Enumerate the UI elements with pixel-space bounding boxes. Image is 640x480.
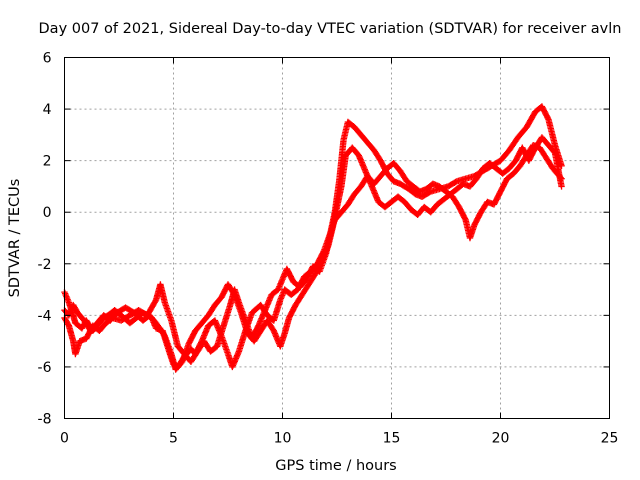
x-tick-label: 0	[60, 431, 69, 447]
series-sdtvar	[61, 103, 565, 373]
x-tick-label: 5	[169, 431, 178, 447]
y-tick-label: -6	[38, 360, 52, 376]
y-axis-label: SDTVAR / TECUs	[7, 179, 23, 298]
data-point	[558, 175, 565, 182]
y-tick-label: -8	[38, 412, 52, 428]
y-tick-labels: -8 -6 -4 -2 0 2 4 6	[38, 51, 52, 428]
data-point	[461, 215, 469, 222]
chart-title: Day 007 of 2021, Sidereal Day-to-day VTE…	[39, 21, 622, 37]
y-tick-label: 0	[43, 205, 52, 221]
x-tick-label: 10	[274, 431, 292, 447]
y-tick-label: -2	[38, 257, 52, 273]
data-points	[61, 103, 565, 373]
x-tick-label: 15	[383, 431, 401, 447]
x-tick-labels: 0 5 10 15 20 25	[60, 431, 618, 447]
y-tick-label: -4	[38, 308, 52, 324]
data-point	[557, 174, 564, 181]
x-tick-label: 20	[492, 431, 510, 447]
y-tick-label: 4	[43, 102, 52, 118]
data-point	[558, 162, 565, 169]
x-axis-label: GPS time / hours	[275, 458, 396, 474]
axis-ticks	[64, 57, 610, 419]
x-tick-label: 25	[601, 431, 619, 447]
grid	[64, 57, 610, 419]
data-point	[558, 183, 565, 190]
data-point	[160, 331, 168, 338]
y-tick-label: 6	[43, 51, 52, 67]
y-tick-label: 2	[43, 154, 52, 170]
data-point	[544, 114, 552, 122]
plot-frame	[64, 57, 610, 419]
